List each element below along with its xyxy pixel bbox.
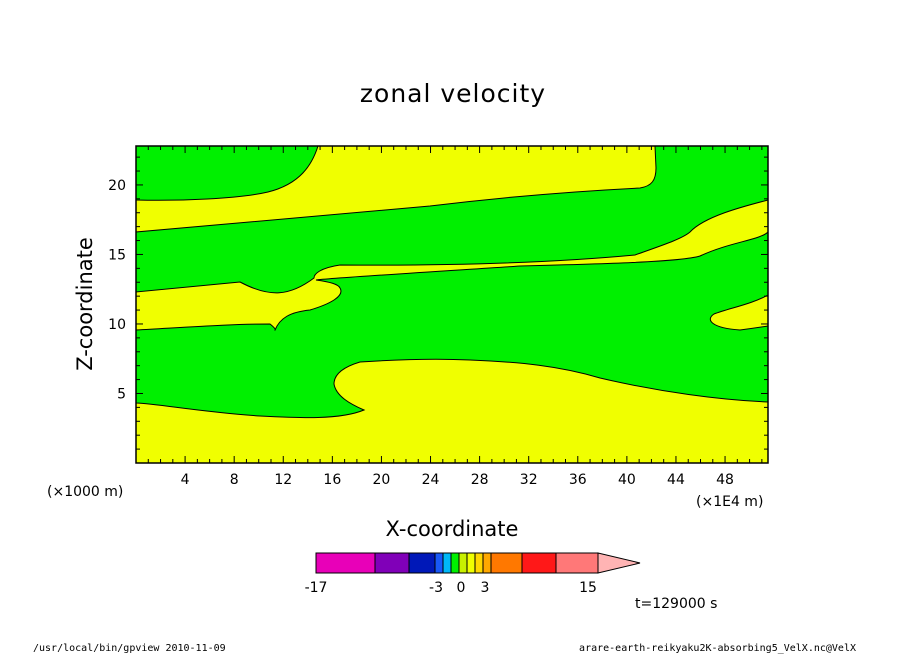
x-axis-unit-right: (×1E4 m): [696, 494, 763, 510]
x-axis-unit-left: (×1000 m): [47, 484, 123, 500]
x-tick-label: 32: [520, 472, 538, 488]
x-tick-label: 12: [274, 472, 292, 488]
chart-title: zonal velocity: [360, 79, 546, 108]
colorbar-tick-label: -17: [305, 580, 328, 596]
colorbar: [315, 552, 641, 574]
negative-regions: [135, 145, 769, 419]
colorbar-segment: [315, 552, 376, 574]
colorbar-segment: [408, 552, 436, 574]
y-tick-label: 10: [108, 317, 126, 333]
plot-area: [135, 145, 769, 464]
x-tick-label: 40: [618, 472, 636, 488]
colorbar-segment: [490, 552, 523, 574]
colorbar-tick-label: 0: [457, 580, 466, 596]
x-tick-label: 48: [716, 472, 734, 488]
colorbar-segment: [474, 552, 484, 574]
y-tick-label: 5: [117, 386, 126, 402]
time-label: t=129000 s: [635, 596, 717, 612]
colorbar-segment: [555, 552, 599, 574]
colorbar-tick-label: 15: [579, 580, 597, 596]
x-tick-label: 4: [181, 472, 190, 488]
colorbar-segment: [434, 552, 444, 574]
colorbar-segment: [458, 552, 468, 574]
colorbar-segment: [450, 552, 460, 574]
x-tick-label: 8: [230, 472, 239, 488]
colorbar-segment: [374, 552, 410, 574]
x-axis-ticks: 4 8 12 16 20 24 28 32 36 40 44 48: [147, 146, 763, 488]
x-tick-label: 20: [373, 472, 391, 488]
colorbar-extension: [597, 552, 641, 574]
negative-region-upper-right: [135, 145, 769, 294]
x-axis-label: X-coordinate: [386, 517, 519, 541]
x-tick-label: 36: [569, 472, 587, 488]
x-tick-label: 16: [323, 472, 341, 488]
colorbar-segment: [521, 552, 557, 574]
colorbar-segment: [482, 552, 492, 574]
colorbar-segment: [442, 552, 452, 574]
colorbar-labels: -17 -3 0 3 15: [305, 580, 597, 596]
x-tick-label: 24: [422, 472, 440, 488]
y-axis-label: Z-coordinate: [73, 237, 97, 371]
colorbar-segment: [466, 552, 476, 574]
y-tick-label: 20: [108, 178, 126, 194]
y-axis-ticks: 5 10 15 20: [108, 156, 768, 450]
negative-region-middle: [135, 230, 769, 419]
x-tick-label: 44: [667, 472, 685, 488]
plot-frame: [135, 145, 769, 464]
footer-left-note: /usr/local/bin/gpview 2010-11-09: [33, 643, 226, 654]
footer-right-note: arare-earth-reikyaku2K-absorbing5_VelX.n…: [579, 643, 856, 654]
x-tick-label: 28: [471, 472, 489, 488]
negative-region-upper: [135, 145, 319, 201]
colorbar-tick-label: 3: [481, 580, 490, 596]
y-tick-label: 15: [108, 247, 126, 263]
colorbar-tick-label: -3: [429, 580, 443, 596]
